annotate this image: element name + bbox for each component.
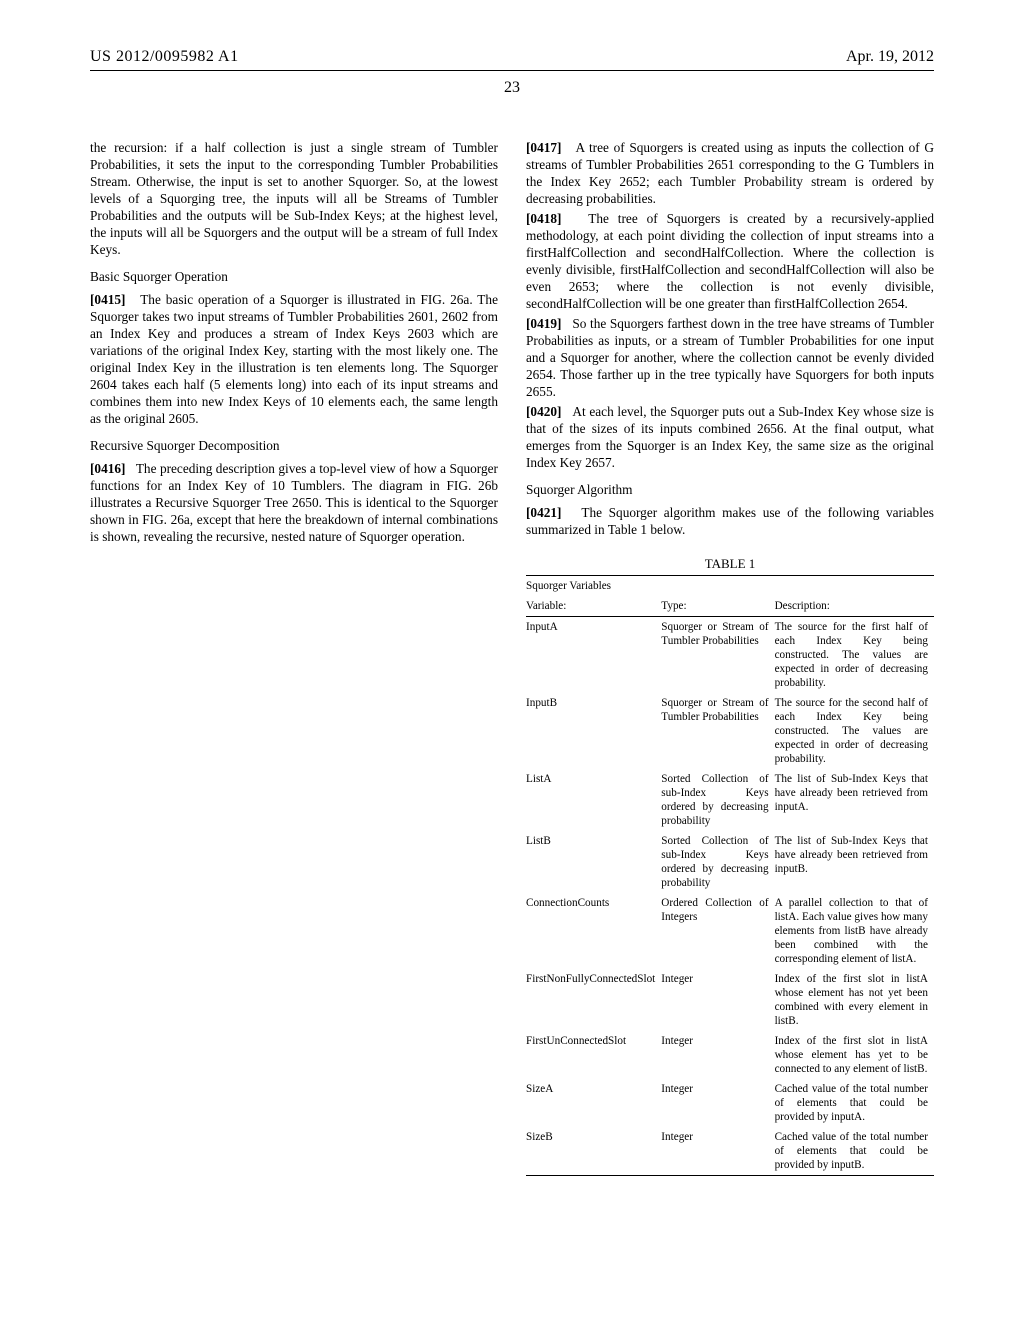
para-text-0421: The Squorger algorithm makes use of the … (526, 505, 934, 537)
para-text-0416: The preceding description gives a top-le… (90, 461, 498, 544)
para-text-0419: So the Squorgers farthest down in the tr… (526, 316, 934, 399)
body-columns: the recursion: if a half collection is j… (90, 139, 934, 1176)
para-num-0419: [0419] (526, 316, 561, 331)
para-text-0420: At each level, the Squorger puts out a S… (526, 404, 934, 470)
table-row: InputA Squorger or Stream of Tumbler Pro… (526, 616, 934, 693)
paragraph-0418: [0418] The tree of Squorgers is created … (526, 210, 934, 312)
cell-variable: InputA (526, 616, 661, 693)
table-header-description: Description: (775, 596, 934, 617)
paragraph-0416: [0416] The preceding description gives a… (90, 460, 498, 545)
cell-variable: ConnectionCounts (526, 893, 661, 969)
cell-description: A parallel collection to that of listA. … (775, 893, 934, 969)
subheading-squorger-algorithm: Squorger Algorithm (526, 481, 934, 498)
cell-variable: InputB (526, 693, 661, 769)
left-column: the recursion: if a half collection is j… (90, 139, 498, 1176)
cell-description: The list of Sub-Index Keys that have alr… (775, 769, 934, 831)
cell-type: Sorted Collection of sub-Index Keys orde… (661, 769, 774, 831)
table-row: ListB Sorted Collection of sub-Index Key… (526, 831, 934, 893)
cell-description: The source for the second half of each I… (775, 693, 934, 769)
publication-number: US 2012/0095982 A1 (90, 48, 239, 66)
cell-variable: FirstUnConnectedSlot (526, 1031, 661, 1079)
cell-type: Integer (661, 969, 774, 1031)
squorger-variables-table: Squorger Variables Variable: Type: Descr… (526, 575, 934, 1176)
paragraph-0420: [0420] At each level, the Squorger puts … (526, 403, 934, 471)
table-row: FirstNonFullyConnectedSlot Integer Index… (526, 969, 934, 1031)
header-rule (90, 70, 934, 71)
table-header-variable: Variable: (526, 596, 661, 617)
paragraph-0417: [0417] A tree of Squorgers is created us… (526, 139, 934, 207)
table-caption: TABLE 1 (526, 556, 934, 573)
subheading-basic-squorger: Basic Squorger Operation (90, 268, 498, 285)
cell-type: Ordered Collection of Integers (661, 893, 774, 969)
paragraph-0421: [0421] The Squorger algorithm makes use … (526, 504, 934, 538)
table-row: InputB Squorger or Stream of Tumbler Pro… (526, 693, 934, 769)
cell-variable: ListA (526, 769, 661, 831)
para-num-0417: [0417] (526, 140, 561, 155)
table-row: ListA Sorted Collection of sub-Index Key… (526, 769, 934, 831)
table-row: FirstUnConnectedSlot Integer Index of th… (526, 1031, 934, 1079)
cell-variable: ListB (526, 831, 661, 893)
cell-variable: SizeA (526, 1079, 661, 1127)
paragraph-0419: [0419] So the Squorgers farthest down in… (526, 315, 934, 400)
page-number: 23 (90, 79, 934, 97)
para-num-0421: [0421] (526, 505, 561, 520)
cell-variable: FirstNonFullyConnectedSlot (526, 969, 661, 1031)
para-text-0415: The basic operation of a Squorger is ill… (90, 292, 498, 426)
continuation-paragraph: the recursion: if a half collection is j… (90, 139, 498, 258)
right-column: [0417] A tree of Squorgers is created us… (526, 139, 934, 1176)
para-text-0417: A tree of Squorgers is created using as … (526, 140, 934, 206)
cell-type: Integer (661, 1079, 774, 1127)
table-row: SizeB Integer Cached value of the total … (526, 1127, 934, 1176)
cell-description: The source for the first half of each In… (775, 616, 934, 693)
para-num-0415: [0415] (90, 292, 125, 307)
cell-variable: SizeB (526, 1127, 661, 1176)
table-subtitle: Squorger Variables (526, 580, 611, 592)
cell-type: Squorger or Stream of Tumbler Probabilit… (661, 616, 774, 693)
paragraph-0415: [0415] The basic operation of a Squorger… (90, 291, 498, 427)
cell-description: Index of the first slot in listA whose e… (775, 1031, 934, 1079)
para-num-0420: [0420] (526, 404, 561, 419)
table-row: SizeA Integer Cached value of the total … (526, 1079, 934, 1127)
cell-description: Cached value of the total number of elem… (775, 1079, 934, 1127)
cell-type: Integer (661, 1127, 774, 1176)
cell-description: Index of the first slot in listA whose e… (775, 969, 934, 1031)
table-1: TABLE 1 Squorger Variables Variable: Typ… (526, 556, 934, 1176)
para-num-0416: [0416] (90, 461, 125, 476)
publication-date: Apr. 19, 2012 (846, 48, 934, 66)
table-header-type: Type: (661, 596, 774, 617)
table-row: ConnectionCounts Ordered Collection of I… (526, 893, 934, 969)
para-num-0418: [0418] (526, 211, 561, 226)
cell-type: Squorger or Stream of Tumbler Probabilit… (661, 693, 774, 769)
subheading-recursive-decomp: Recursive Squorger Decomposition (90, 437, 498, 454)
cell-type: Sorted Collection of sub-Index Keys orde… (661, 831, 774, 893)
cell-description: Cached value of the total number of elem… (775, 1127, 934, 1176)
cell-type: Integer (661, 1031, 774, 1079)
page-header: US 2012/0095982 A1 Apr. 19, 2012 (90, 48, 934, 66)
cell-description: The list of Sub-Index Keys that have alr… (775, 831, 934, 893)
para-text-0418: The tree of Squorgers is created by a re… (526, 211, 934, 311)
